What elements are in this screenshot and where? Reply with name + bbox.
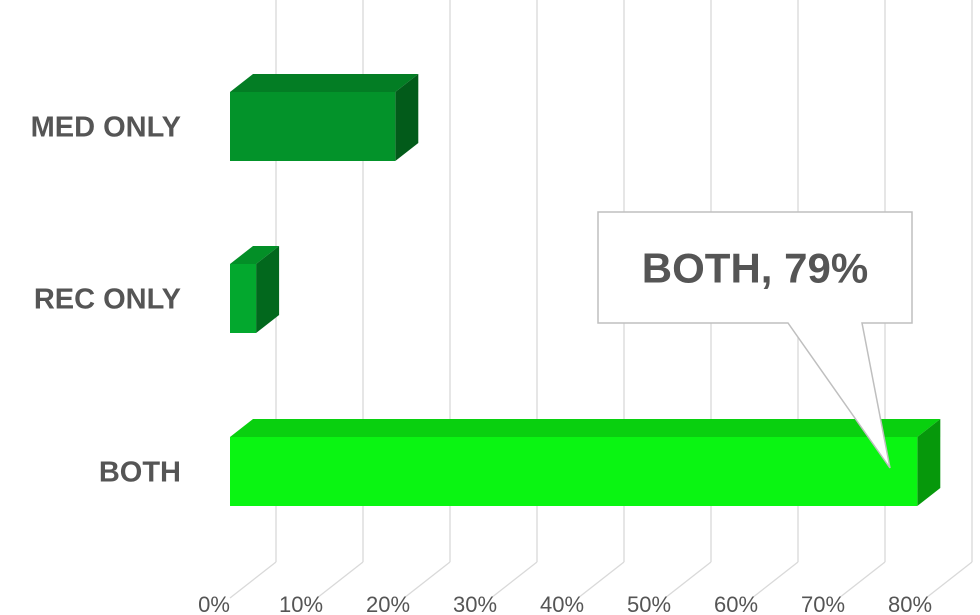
gridline-floor-8 [925, 561, 973, 599]
x-axis-tick-labels: 0% 10% 20% 30% 40% 50% 60% 70% 80% [198, 592, 932, 615]
bar-side-face [256, 246, 280, 333]
gridline-floor-5 [664, 561, 712, 599]
x-tick-label: 20% [366, 592, 410, 615]
category-label: MED ONLY [31, 112, 181, 144]
x-tick-label: 70% [801, 592, 845, 615]
category-labels: MED ONLY REC ONLY BOTH [31, 112, 181, 489]
gridline-floor-0 [229, 561, 277, 599]
callout-box [597, 211, 913, 469]
callout-label: BOTH, 79% [642, 245, 868, 292]
x-tick-label: 40% [540, 592, 584, 615]
bar-front-face [230, 437, 918, 506]
bar-side-face [917, 419, 941, 506]
bar-front-face [230, 92, 396, 161]
category-label: BOTH [99, 457, 181, 489]
x-tick-label: 60% [714, 592, 758, 615]
x-tick-label: 10% [279, 592, 323, 615]
x-tick-label: 0% [198, 592, 230, 615]
gridline-floor-6 [751, 561, 799, 599]
bar-both [230, 419, 941, 506]
x-tick-label: 80% [888, 592, 932, 615]
gridline-floor-1 [316, 561, 364, 599]
gridline-floor-2 [403, 561, 451, 599]
bar-front-face [230, 264, 257, 333]
bar-top-face [230, 246, 280, 264]
x-tick-label: 50% [627, 592, 671, 615]
callout: BOTH, 79% [597, 211, 913, 469]
category-label: REC ONLY [34, 284, 181, 316]
bar-rec-only [230, 246, 280, 333]
x-tick-label: 30% [453, 592, 497, 615]
bar-top-face [230, 419, 941, 437]
bars-group [230, 74, 941, 506]
bar-side-face [395, 74, 419, 161]
bar-med-only [230, 74, 419, 161]
gridline-floor-4 [577, 561, 625, 599]
gridline-floor-3 [490, 561, 538, 599]
gridline-floor-7 [838, 561, 886, 599]
bar-top-face [230, 74, 419, 92]
